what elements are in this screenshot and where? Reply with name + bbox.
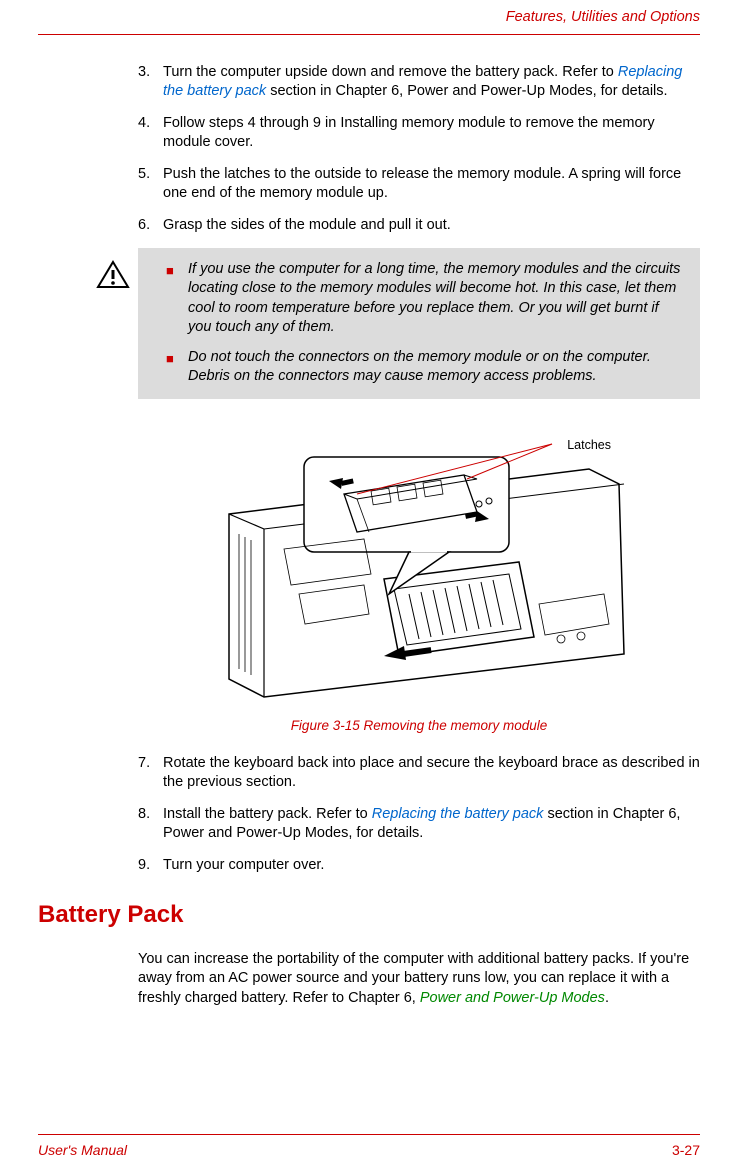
figure-area: Latches	[138, 419, 700, 706]
section-heading-battery-pack: Battery Pack	[38, 899, 700, 931]
bullet-icon: ■	[166, 350, 174, 368]
step-6: 6. Grasp the sides of the module and pul…	[138, 216, 700, 236]
page-header: Features, Utilities and Options	[38, 0, 700, 35]
step-5: 5. Push the latches to the outside to re…	[138, 165, 700, 204]
footer-manual-label: User's Manual	[38, 1141, 127, 1160]
content-area: 3. Turn the computer upside down and rem…	[38, 35, 700, 1009]
step-4: 4. Follow steps 4 through 9 in Installin…	[138, 114, 700, 153]
laptop-diagram: Latches	[209, 419, 629, 706]
step-3: 3. Turn the computer upside down and rem…	[138, 63, 700, 102]
step-text: Install the battery pack. Refer to Repla…	[163, 805, 700, 844]
step-9: 9. Turn your computer over.	[138, 856, 700, 876]
caution-box: ■ If you use the computer for a long tim…	[138, 248, 700, 399]
text-part: Install the battery pack. Refer to	[163, 806, 372, 822]
figure-caption: Figure 3-15 Removing the memory module	[138, 717, 700, 735]
bullet-icon: ■	[166, 262, 174, 280]
page-footer: User's Manual 3-27	[38, 1134, 700, 1160]
step-text: Push the latches to the outside to relea…	[163, 165, 700, 204]
text-part: .	[605, 990, 609, 1006]
step-number: 5.	[138, 165, 163, 204]
caution-item: ■ Do not touch the connectors on the mem…	[188, 348, 686, 387]
memory-module-illustration	[209, 419, 629, 699]
step-text: Turn the computer upside down and remove…	[163, 63, 700, 102]
step-number: 6.	[138, 216, 163, 236]
step-text: Turn your computer over.	[163, 856, 700, 876]
text-part: section in Chapter 6, Power and Power-Up…	[266, 83, 667, 99]
step-number: 4.	[138, 114, 163, 153]
link-replacing-battery[interactable]: Replacing the battery pack	[372, 806, 544, 822]
step-8: 8. Install the battery pack. Refer to Re…	[138, 805, 700, 844]
step-text: Follow steps 4 through 9 in Installing m…	[163, 114, 700, 153]
step-number: 7.	[138, 754, 163, 793]
text-part: Turn the computer upside down and remove…	[163, 64, 618, 80]
step-text: Grasp the sides of the module and pull i…	[163, 216, 700, 236]
link-power-modes[interactable]: Power and Power-Up Modes	[420, 990, 605, 1006]
step-text: Rotate the keyboard back into place and …	[163, 754, 700, 793]
caution-text: If you use the computer for a long time,…	[188, 261, 680, 336]
battery-pack-paragraph: You can increase the portability of the …	[138, 950, 700, 1009]
step-number: 8.	[138, 805, 163, 844]
step-number: 3.	[138, 63, 163, 102]
caution-item: ■ If you use the computer for a long tim…	[188, 260, 686, 338]
footer-page-number: 3-27	[672, 1141, 700, 1160]
caution-icon	[96, 260, 130, 290]
latches-label: Latches	[567, 437, 611, 454]
step-number: 9.	[138, 856, 163, 876]
chapter-title: Features, Utilities and Options	[506, 9, 700, 25]
caution-text: Do not touch the connectors on the memor…	[188, 349, 651, 385]
step-7: 7. Rotate the keyboard back into place a…	[138, 754, 700, 793]
